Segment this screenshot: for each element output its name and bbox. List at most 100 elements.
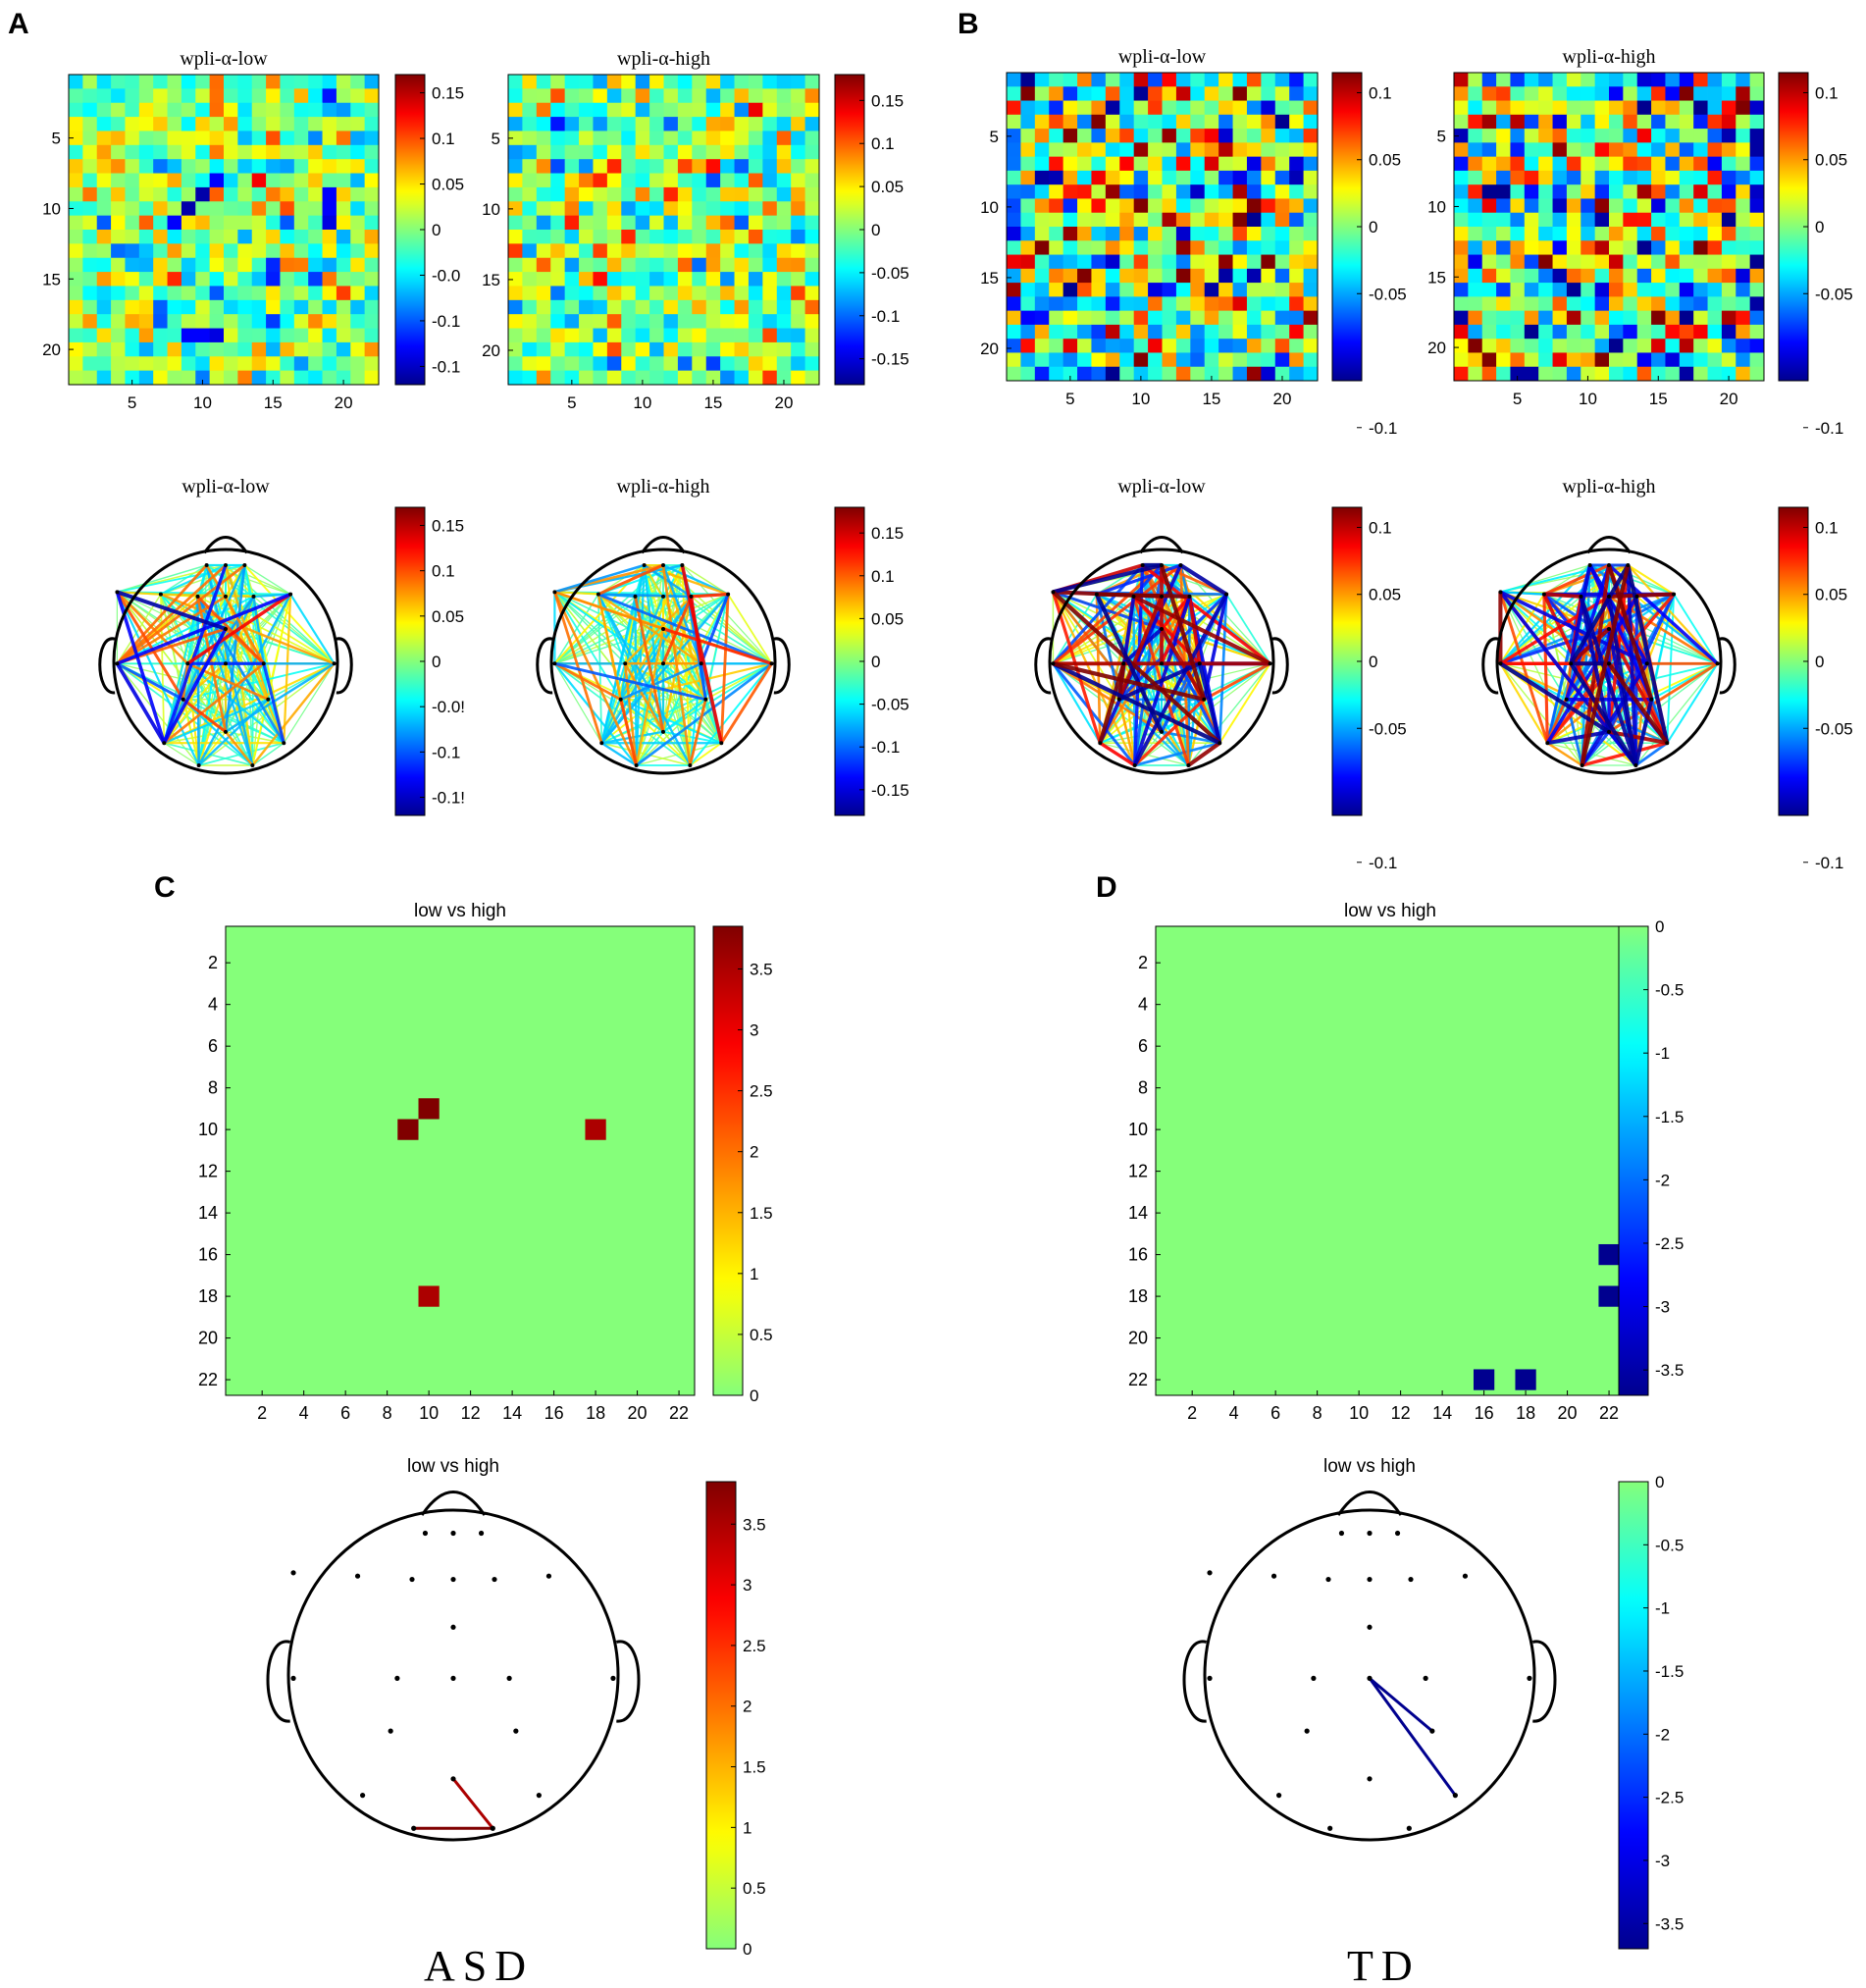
heatmap-cell: [69, 370, 83, 386]
heatmap-cell: [1077, 129, 1092, 143]
heatmap-cell: [1091, 73, 1107, 87]
chart-title: wpli-α-low: [180, 48, 268, 70]
heatmap-cell: [1721, 310, 1736, 326]
heatmap-cell: [748, 272, 763, 287]
heatmap-cell: [1454, 73, 1469, 87]
heatmap-cell: [1679, 170, 1694, 185]
heatmap-cell: [336, 243, 351, 259]
heatmap-cell: [266, 144, 281, 160]
chart-title: wpli-α-high: [617, 48, 710, 70]
heatmap-cell: [1119, 352, 1135, 368]
heatmap-cell: [1524, 212, 1539, 228]
heatmap-cell: [1736, 73, 1751, 87]
electrode: [719, 741, 724, 746]
heatmap-cell: [564, 88, 580, 104]
heatmap-cell: [536, 88, 551, 104]
heatmap-cell: [350, 370, 366, 386]
heatmap-cell: [1538, 324, 1553, 340]
electrode: [1564, 697, 1569, 702]
heatmap-cell: [1468, 156, 1483, 172]
heatmap-cell: [692, 314, 707, 329]
colorbar-tick-label: -0.0!: [432, 698, 465, 716]
heatmap-cell: [1289, 142, 1304, 158]
heatmap-cell: [635, 257, 650, 273]
heatmap-cell: [1162, 352, 1177, 368]
heatmap-cell: [734, 131, 750, 146]
colorbar-tick-label: -0.1: [432, 312, 460, 331]
network-edge: [553, 591, 638, 766]
heatmap-cell: [635, 370, 650, 386]
heatmap-cell: [153, 215, 168, 231]
heatmap-cell: [692, 272, 707, 287]
heatmap-cell: [606, 341, 622, 357]
heatmap-cell: [82, 370, 98, 386]
network-edge: [727, 594, 773, 664]
heatmap-cell: [350, 117, 366, 131]
heatmap-cell: [1049, 310, 1064, 326]
heatmap-cell: [280, 102, 295, 118]
heatmap-cell: [734, 144, 750, 160]
heatmap-cell: [1077, 366, 1092, 382]
heatmap-cell: [1609, 324, 1624, 340]
heatmap-cell: [1636, 170, 1652, 185]
heatmap-cell: [1049, 156, 1064, 172]
heatmap-cell: [1303, 114, 1319, 130]
x-tick-label: 5: [1065, 390, 1074, 408]
heatmap-cell: [308, 356, 323, 372]
network-edge: [1052, 662, 1102, 744]
network-edge: [1095, 594, 1102, 744]
x-tick-label: 20: [1720, 390, 1738, 408]
colorbar-tick-label: 0: [750, 1386, 758, 1405]
heatmap-cell: [1736, 310, 1751, 326]
heatmap-cell: [550, 144, 566, 160]
heatmap-cell: [1261, 240, 1276, 255]
heatmap-cell: [280, 286, 295, 301]
network-edge: [1546, 729, 1610, 746]
heatmap-cell: [82, 328, 98, 343]
heatmap-cell: [237, 117, 253, 131]
heatmap-cell: [181, 341, 196, 357]
heatmap-cell: [1077, 324, 1092, 340]
electrode: [1121, 661, 1126, 666]
heatmap-cell: [1665, 227, 1681, 241]
heatmap-cell: [1303, 268, 1319, 284]
heatmap-cell: [649, 173, 664, 188]
network-edge: [596, 594, 622, 701]
heatmap-cell: [762, 370, 778, 386]
heatmap-cell: [1133, 114, 1149, 130]
heatmap-cell: [350, 272, 366, 287]
heatmap-cell: [1538, 129, 1553, 143]
heatmap-cell: [82, 131, 98, 146]
heatmap-cell: [720, 286, 735, 301]
heatmap-cell: [649, 186, 664, 202]
heatmap-cell: [266, 117, 281, 131]
colorbar-tick-label: -0.1: [871, 307, 900, 326]
x-tick-label: 22: [669, 1403, 689, 1423]
electrode: [1649, 697, 1654, 702]
electrode: [1607, 594, 1611, 599]
heatmap-cell: [293, 173, 309, 188]
heatmap-cell: [536, 201, 551, 217]
heatmap-cell: [308, 75, 323, 89]
heatmap-cell: [1133, 73, 1149, 87]
heatmap-cell: [593, 272, 608, 287]
heatmap-cell: [649, 243, 664, 259]
heatmap-cell: [167, 299, 182, 315]
x-tick-label: 10: [633, 393, 651, 412]
heatmap-cell: [762, 131, 778, 146]
heatmap-cell: [125, 186, 140, 202]
heatmap-cell: [1105, 100, 1120, 116]
heatmap-cell: [1162, 86, 1177, 101]
heatmap-cell: [762, 341, 778, 357]
heatmap-cell: [1105, 114, 1120, 130]
heatmap-cell: [1303, 283, 1319, 297]
heatmap-cell: [1609, 184, 1624, 199]
heatmap-cell: [1736, 339, 1751, 353]
heatmap-cell: [138, 341, 154, 357]
network-edge: [1052, 662, 1189, 766]
heatmap-cell: [804, 75, 820, 89]
heatmap-cell: [734, 215, 750, 231]
heatmap-cell: [1204, 227, 1219, 241]
heatmap-cell: [1679, 73, 1694, 87]
head-nose: [203, 536, 248, 554]
